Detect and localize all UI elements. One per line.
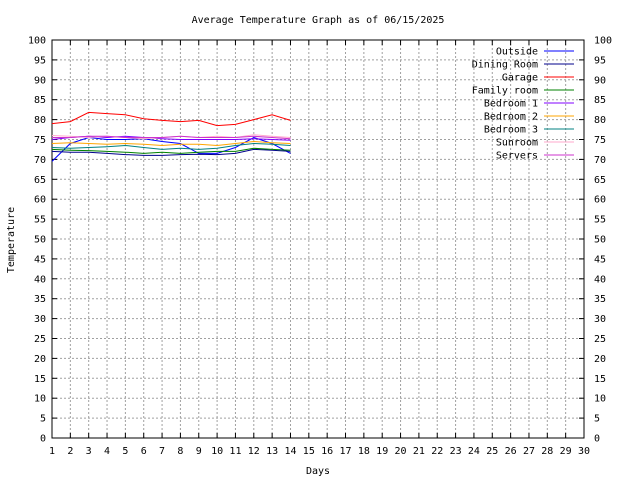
y-tick-label-right: 30 (594, 314, 606, 325)
y-tick-label-left: 85 (34, 95, 46, 106)
x-tick-label: 7 (159, 446, 165, 457)
series-line-bedroom-3 (51, 142, 291, 150)
series-line-servers (52, 135, 291, 140)
x-tick-label: 15 (303, 446, 315, 457)
x-tick-label: 28 (541, 446, 553, 457)
x-tick-label: 1 (49, 446, 55, 457)
y-tick-label-right: 5 (594, 414, 600, 425)
legend-label: Bedroom 3 (484, 125, 538, 136)
y-tick-label-left: 30 (34, 314, 46, 325)
y-tick-label-right: 85 (594, 95, 606, 106)
y-tick-label-left: 45 (34, 254, 46, 265)
x-tick-label: 22 (431, 446, 443, 457)
y-tick-label-left: 50 (34, 235, 46, 246)
y-tick-label-right: 20 (594, 354, 606, 365)
y-tick-label-right: 70 (594, 155, 606, 166)
y-tick-label-left: 55 (34, 215, 46, 226)
legend-label: Outside (496, 47, 538, 58)
x-tick-label: 13 (266, 446, 278, 457)
y-axis-label: Temperature (6, 207, 17, 273)
y-tick-label-left: 65 (34, 175, 46, 186)
y-tick-label-left: 0 (40, 434, 46, 445)
y-tick-label-left: 60 (34, 195, 46, 206)
y-tick-label-left: 10 (34, 394, 46, 405)
y-tick-label-right: 90 (594, 75, 606, 86)
y-tick-label-right: 55 (594, 215, 606, 226)
x-tick-label: 4 (104, 446, 110, 457)
series-line-bedroom-2 (51, 140, 291, 147)
x-axis-label: Days (306, 466, 330, 477)
legend-label: Bedroom 2 (484, 112, 538, 123)
x-tick-label: 30 (578, 446, 590, 457)
x-tick-label: 10 (211, 446, 223, 457)
legend-label: Garage (502, 73, 538, 84)
y-tick-label-left: 75 (34, 135, 46, 146)
x-tick-label: 12 (248, 446, 260, 457)
x-tick-label: 25 (486, 446, 498, 457)
legend-label: Bedroom 1 (484, 99, 538, 110)
grid (52, 40, 584, 438)
y-tick-label-left: 15 (34, 374, 46, 385)
y-tick-label-right: 40 (594, 274, 606, 285)
y-tick-label-right: 75 (594, 135, 606, 146)
y-tick-label-left: 80 (34, 115, 46, 126)
y-tick-label-left: 25 (34, 334, 46, 345)
series-lines (51, 111, 291, 162)
series-line-dining-room (51, 148, 291, 156)
y-tick-label-right: 25 (594, 334, 606, 345)
x-tick-label: 2 (67, 446, 73, 457)
legend-label: Servers (496, 151, 538, 162)
y-tick-label-right: 0 (594, 434, 600, 445)
x-tick-label: 19 (376, 446, 388, 457)
y-tick-label-right: 95 (594, 55, 606, 66)
y-tick-label-right: 35 (594, 294, 606, 305)
y-tick-label-left: 5 (40, 414, 46, 425)
y-tick-label-right: 65 (594, 175, 606, 186)
x-tick-label: 21 (413, 446, 425, 457)
x-tick-label: 24 (468, 446, 480, 457)
y-tick-label-left: 20 (34, 354, 46, 365)
y-tick-label-left: 35 (34, 294, 46, 305)
x-tick-label: 23 (450, 446, 462, 457)
legend-label: Dining Room (472, 60, 538, 71)
legend-label: Sunroom (496, 138, 538, 149)
x-tick-label: 27 (523, 446, 535, 457)
y-tick-label-right: 60 (594, 195, 606, 206)
legend: Outside Dining Room Garage Family room Bedro… (472, 47, 574, 162)
y-tick-label-right: 45 (594, 254, 606, 265)
x-tick-label: 11 (229, 446, 241, 457)
x-tick-label: 29 (560, 446, 572, 457)
x-tick-label: 20 (395, 446, 407, 457)
x-tick-label: 6 (141, 446, 147, 457)
y-tick-label-left: 70 (34, 155, 46, 166)
chart-title: Average Temperature Graph as of 06/15/20… (192, 15, 445, 26)
x-tick-label: 8 (177, 446, 183, 457)
y-tick-label-right: 80 (594, 115, 606, 126)
y-tick-label-right: 10 (594, 394, 606, 405)
y-tick-label-right: 100 (594, 36, 612, 47)
y-tick-label-left: 100 (28, 36, 46, 47)
x-tick-label: 16 (321, 446, 333, 457)
x-tick-label: 17 (339, 446, 351, 457)
y-tick-label-left: 90 (34, 75, 46, 86)
x-tick-label: 9 (196, 446, 202, 457)
y-tick-label-left: 40 (34, 274, 46, 285)
series-line-family-room (51, 147, 291, 154)
x-tick-label: 14 (284, 446, 296, 457)
x-tick-label: 5 (122, 446, 128, 457)
x-tick-label: 26 (505, 446, 517, 457)
x-tick-label: 3 (86, 446, 92, 457)
x-tick-label: 18 (358, 446, 370, 457)
y-tick-label-right: 15 (594, 374, 606, 385)
y-tick-label-left: 95 (34, 55, 46, 66)
series-line-garage (51, 111, 291, 127)
legend-label: Family room (472, 86, 538, 97)
y-tick-label-right: 50 (594, 235, 606, 246)
